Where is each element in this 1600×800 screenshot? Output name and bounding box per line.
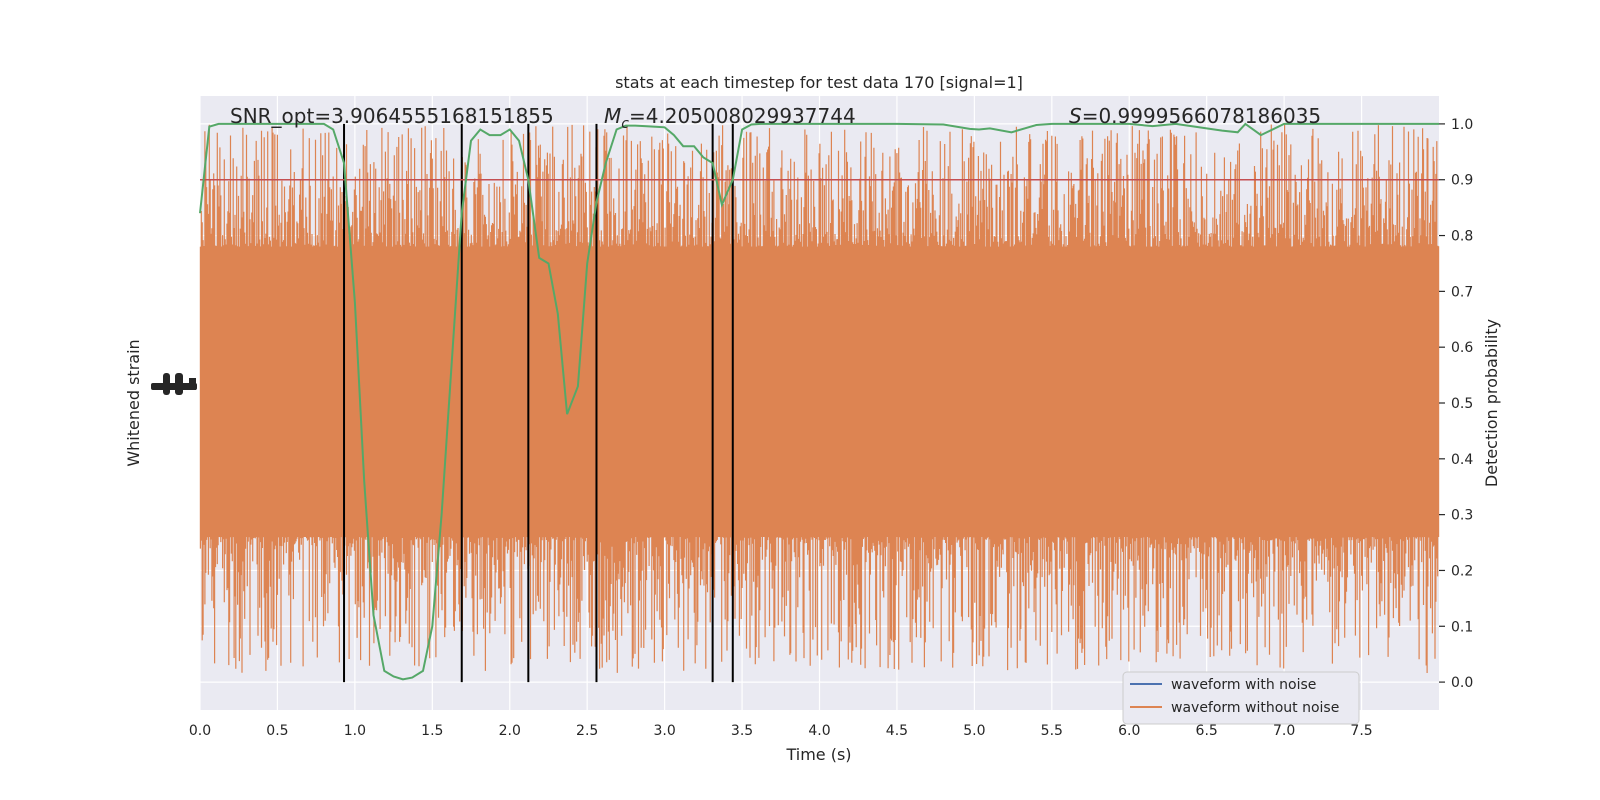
y-tick-label: 0.2 xyxy=(1451,563,1473,579)
s-annotation: S=0.9999566078186035 xyxy=(1069,104,1321,128)
y-axis-label-left: Whitened strain xyxy=(124,339,143,466)
x-tick-label: 7.0 xyxy=(1273,723,1295,739)
left-tick-clutter xyxy=(151,373,197,395)
x-tick-label: 3.5 xyxy=(731,723,753,739)
x-tick-label: 0.5 xyxy=(266,723,288,739)
y-tick-label: 0.7 xyxy=(1451,284,1473,300)
legend: waveform with noise waveform without noi… xyxy=(1122,671,1360,725)
legend-label-with-noise: waveform with noise xyxy=(1171,677,1316,693)
x-tick-label: 6.0 xyxy=(1118,723,1140,739)
y-tick-label: 0.0 xyxy=(1451,675,1473,691)
x-ticks: 0.0 0.5 1.0 1.5 2.0 2.5 3.0 3.5 4.0 4.5 5.0 5.5 6.0 6… xyxy=(189,723,1373,739)
y-tick-label: 0.5 xyxy=(1451,396,1473,412)
mc-value: =4.205008029937744 xyxy=(629,104,856,128)
snr-annotation: SNR_opt=3.9064555168151855 xyxy=(230,104,554,128)
mc-annotation: Mc=4.205008029937744 xyxy=(604,104,856,132)
y-tick-label: 0.9 xyxy=(1451,173,1473,189)
s-symbol: S xyxy=(1069,104,1082,128)
y-tick-label: 0.8 xyxy=(1451,229,1473,245)
x-tick-label: 1.5 xyxy=(421,723,443,739)
x-tick-label: 6.5 xyxy=(1196,723,1218,739)
y-tick-label: 0.1 xyxy=(1451,619,1473,635)
legend-label-without-noise: waveform without noise xyxy=(1171,700,1339,716)
mc-subscript: c xyxy=(621,116,629,132)
mc-symbol: M xyxy=(604,104,621,128)
x-tick-label: 7.5 xyxy=(1350,723,1372,739)
x-tick-label: 0.0 xyxy=(189,723,211,739)
x-tick-label: 3.0 xyxy=(653,723,675,739)
y-axis-label-right: Detection probability xyxy=(1482,319,1501,487)
detection-probability-line xyxy=(199,122,1439,681)
y-ticks-right: 0.0 0.1 0.2 0.3 0.4 0.5 0.6 0.7 0.8 0.9 1.0 xyxy=(1439,117,1473,691)
s-value: =0.9999566078186035 xyxy=(1082,104,1321,128)
x-axis-label: Time (s) xyxy=(785,745,851,764)
y-tick-label: 1.0 xyxy=(1451,117,1473,133)
y-tick-label: 0.4 xyxy=(1451,452,1473,468)
strain-spikes xyxy=(199,124,1440,673)
chart-title: stats at each timestep for test data 170… xyxy=(615,73,1023,92)
x-tick-label: 1.0 xyxy=(344,723,366,739)
x-tick-label: 5.5 xyxy=(1041,723,1063,739)
x-tick-label: 2.5 xyxy=(576,723,598,739)
x-tick-label: 4.5 xyxy=(886,723,908,739)
x-tick-label: 2.0 xyxy=(499,723,521,739)
legend-box xyxy=(1122,671,1360,725)
y-tick-label: 0.3 xyxy=(1451,508,1473,524)
x-tick-label: 4.0 xyxy=(808,723,830,739)
strain-waveform-without-noise xyxy=(199,124,1440,673)
x-tick-label: 5.0 xyxy=(963,723,985,739)
y-tick-label: 0.6 xyxy=(1451,340,1473,356)
